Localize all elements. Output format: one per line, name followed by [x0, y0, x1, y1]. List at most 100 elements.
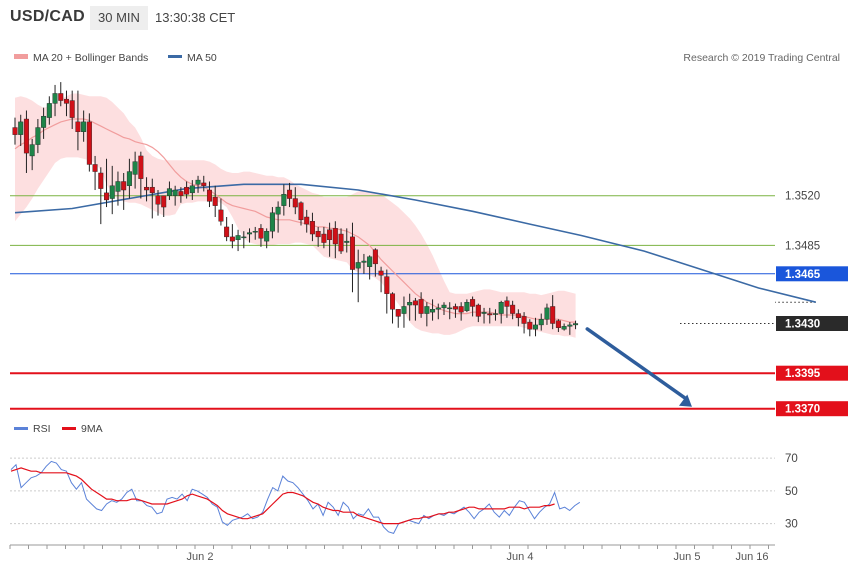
candle-down: [218, 209, 224, 222]
candle-down: [12, 127, 18, 135]
time-axis-label: Jun 2: [187, 551, 214, 563]
projection-arrow: [585, 327, 692, 407]
time-axis: Jun 2 Jun 4 Jun 5 Jun 16: [9, 545, 769, 563]
level-label-box-resistance: [776, 266, 848, 282]
level-label-last: 1.3430: [785, 319, 820, 331]
rsi-tick-label: 30: [785, 519, 798, 531]
candle-up: [235, 235, 241, 240]
rsi-legend-swatch: [14, 427, 28, 430]
time-axis-label: Jun 4: [507, 551, 534, 563]
candle-down: [184, 186, 190, 195]
candle-down: [292, 198, 298, 208]
rsi-legend: RSI 9MA: [14, 423, 103, 435]
candle-up: [172, 189, 178, 196]
candle-down: [515, 313, 521, 319]
candle-down: [384, 276, 390, 294]
candle-up: [447, 307, 453, 310]
candle-up: [189, 185, 195, 194]
rsi-background: [10, 445, 775, 540]
candle-down: [378, 270, 384, 276]
level-label-box-last: [776, 316, 848, 331]
candle-down: [98, 172, 104, 189]
candle-down: [121, 181, 127, 191]
candle-down: [304, 216, 310, 225]
candle-down: [155, 195, 161, 205]
candle-down: [161, 195, 167, 208]
candle-down: [201, 182, 207, 186]
candle-down: [144, 186, 150, 191]
candle-down: [487, 313, 493, 316]
candle-up: [464, 302, 470, 311]
timeframe-badge[interactable]: 30 MIN: [90, 6, 148, 30]
candle-up: [407, 302, 413, 306]
candle-up: [441, 304, 447, 309]
ma50-legend-swatch: [168, 55, 182, 58]
candle-down: [527, 321, 533, 330]
candle-up: [492, 313, 498, 315]
candle-down: [178, 191, 184, 196]
candle-up: [538, 319, 544, 326]
candle-up: [252, 230, 258, 233]
candle-up: [533, 324, 539, 330]
ma20-legend-swatch: [14, 54, 28, 59]
candle-down: [75, 121, 81, 133]
candle-up: [241, 236, 247, 239]
candle-down: [390, 293, 396, 310]
candle-up: [424, 306, 430, 314]
candle-up: [275, 206, 281, 215]
candle-up: [361, 260, 367, 263]
symbol-title: USD/CAD: [10, 8, 85, 25]
candle-up: [109, 185, 115, 199]
rsi-panel: 70 50 30: [10, 445, 798, 540]
candle-up: [115, 181, 121, 192]
candle-down: [418, 299, 424, 314]
candle-up: [18, 121, 24, 135]
candle-up: [573, 323, 579, 326]
projection-arrow-head: [678, 394, 692, 407]
level-label-resistance: 1.3465: [785, 269, 821, 281]
candle-up: [166, 188, 172, 196]
level-label-box-target: [776, 365, 848, 381]
candle-down: [452, 306, 458, 310]
candle-up: [269, 212, 275, 232]
rsi-line: [10, 460, 581, 535]
candle-down: [321, 233, 327, 243]
credit-label: Research © 2019 Trading Central: [683, 52, 840, 64]
rsi-tick-label: 50: [785, 486, 798, 498]
candle-down: [298, 202, 304, 221]
candle-up: [247, 232, 253, 235]
candle-up: [46, 103, 52, 118]
candle-up: [264, 230, 270, 242]
candle-up: [567, 324, 573, 327]
candle-up: [41, 115, 47, 128]
level-label-support: 1.3485: [785, 240, 820, 252]
candle-down: [372, 249, 378, 265]
candle-up: [544, 307, 550, 320]
ma9-line: [10, 467, 555, 525]
price-level-labels: 1.3520 1.3485 1.3465 1.3430 1.3395 1.3370: [776, 191, 848, 417]
candle-down: [23, 118, 29, 154]
candle-up: [344, 240, 350, 243]
candle-up: [35, 127, 41, 145]
candlesticks: [12, 82, 579, 337]
candle-down: [315, 230, 321, 238]
candle-down: [332, 228, 338, 245]
candle-up: [435, 307, 441, 310]
candle-up: [498, 302, 504, 314]
level-label-target: 1.3395: [785, 368, 821, 380]
candle-down: [287, 189, 293, 199]
candle-down: [58, 93, 64, 101]
candle-down: [229, 236, 235, 242]
candle-down: [258, 228, 264, 239]
ma50-line: [14, 183, 816, 303]
candle-down: [510, 304, 516, 314]
bollinger-band-area: [15, 93, 576, 338]
candle-up: [430, 309, 436, 313]
candle-up: [481, 311, 487, 314]
ma50-legend-label: MA 50: [187, 52, 217, 64]
level-label-target: 1.3370: [785, 404, 820, 416]
candle-up: [126, 171, 132, 186]
bollinger-band: [15, 93, 576, 338]
ma9-legend-label: 9MA: [81, 423, 103, 435]
